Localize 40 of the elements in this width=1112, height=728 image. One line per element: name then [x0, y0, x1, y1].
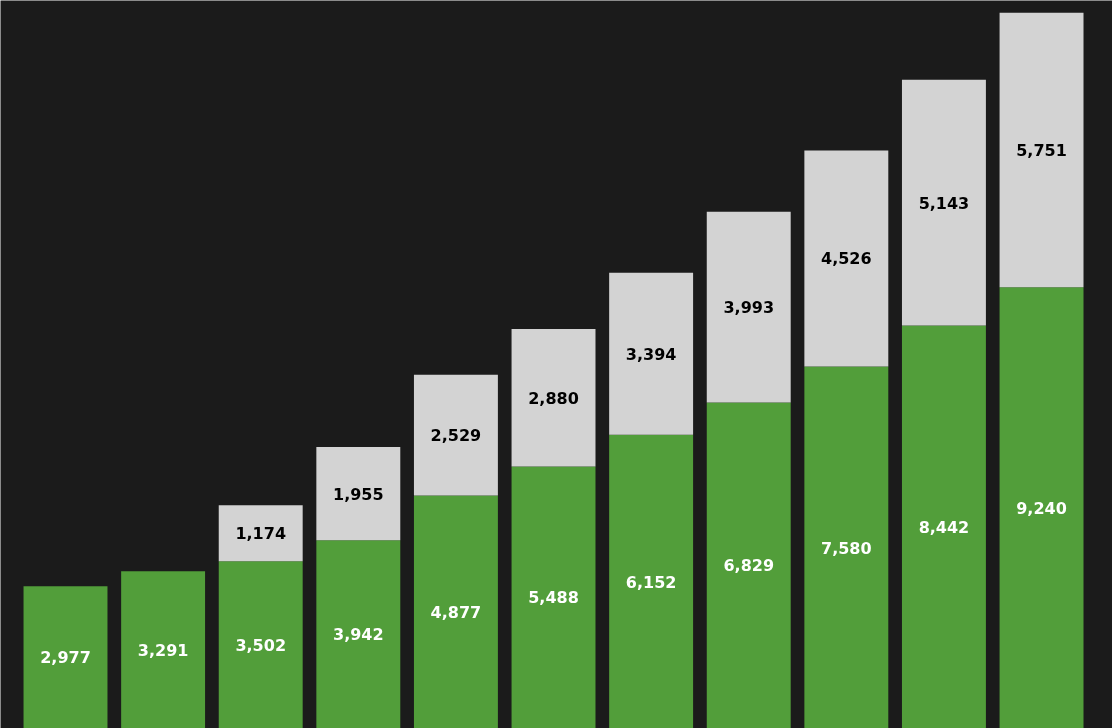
data-label: 3,502: [235, 635, 287, 655]
data-label: 3,942: [333, 625, 384, 645]
bar: [706, 211, 791, 403]
bar: [999, 287, 1084, 728]
data-label: 2,880: [528, 388, 579, 408]
bar: [218, 561, 303, 728]
data-label: 3,394: [625, 344, 677, 364]
bar: [999, 12, 1084, 288]
data-label: 6,152: [625, 572, 677, 592]
data-label: 1,955: [333, 484, 384, 504]
bar: [706, 402, 791, 728]
data-label: 6,829: [723, 556, 775, 576]
bar: [609, 272, 694, 435]
data-label: 5,751: [1016, 140, 1067, 160]
bar: [121, 571, 206, 728]
data-label: 5,488: [528, 588, 579, 608]
data-label: 2,529: [430, 426, 482, 446]
bar: [609, 434, 694, 728]
bar: [901, 79, 986, 326]
data-label: 3,291: [137, 640, 189, 660]
bar: [901, 325, 986, 728]
bar: [413, 374, 498, 496]
data-label: 8,442: [918, 517, 970, 537]
data-label: 4,877: [430, 603, 482, 623]
bar: [23, 586, 108, 728]
bar: [316, 446, 401, 541]
data-label: 2,977: [40, 648, 91, 668]
data-label: 1,174: [235, 524, 287, 544]
bar: [316, 540, 401, 728]
data-label: 4,526: [821, 249, 872, 269]
bar: [218, 505, 303, 562]
bar: [413, 495, 498, 728]
data-label: 7,580: [821, 538, 872, 558]
bar: [511, 466, 596, 728]
bar: [804, 150, 889, 367]
data-label: 5,143: [918, 193, 970, 213]
data-label: 3,993: [723, 298, 775, 318]
bar: [804, 366, 889, 728]
bar: [511, 328, 596, 467]
data-label: 9,240: [1016, 498, 1067, 518]
